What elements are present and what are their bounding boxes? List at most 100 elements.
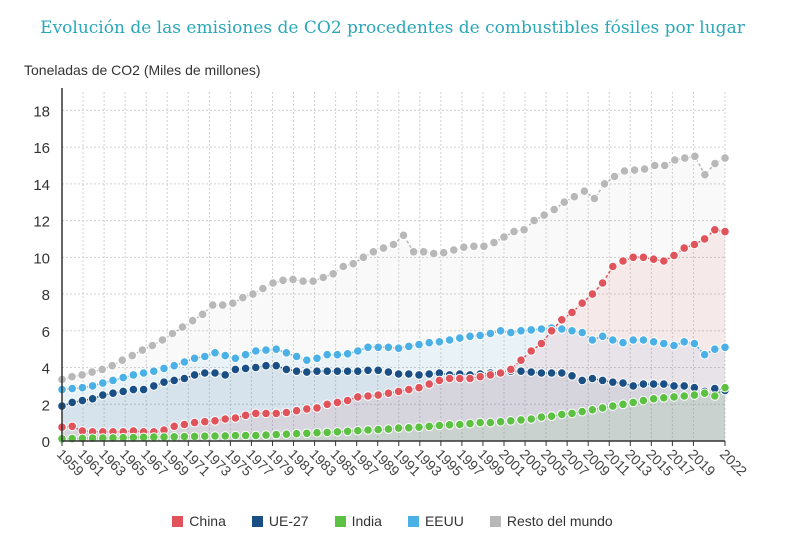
point-china [567,307,577,318]
point-eeuu [312,353,322,364]
point-eeuu [98,378,108,388]
point-china [720,226,730,237]
point-ue-27 [230,364,241,375]
point-china [373,390,384,400]
legend-item[interactable]: Resto del mundo [489,513,613,529]
point-india [108,433,118,443]
point-ue-27 [200,368,210,378]
point-eeuu [149,366,159,377]
point-ue-27 [546,368,557,378]
point-ue-27 [118,386,128,397]
point-china [536,338,547,349]
point-india [608,401,618,411]
point-eeuu [332,349,343,360]
point-india [485,417,496,428]
point-ue-27 [414,370,424,380]
point-eeuu [118,372,128,383]
point-india [128,432,139,443]
point-eeuu [393,343,404,354]
point-ue-27 [404,369,414,379]
y-axis-label: Toneladas de CO2 (Miles de millones) [24,62,261,78]
point-india [118,432,128,443]
legend-swatch [172,515,184,527]
point-china [414,382,424,393]
legend-swatch [251,515,263,527]
point-resto-del-mundo [207,300,218,310]
point-eeuu [455,333,465,343]
point-china [648,254,659,265]
point-india [526,414,537,424]
point-resto-del-mundo [619,166,630,176]
point-china [628,252,639,263]
point-eeuu [597,331,608,342]
point-resto-del-mundo [258,283,268,294]
legend-item[interactable]: UE-27 [251,513,309,529]
point-india [210,431,220,441]
point-ue-27 [210,368,220,378]
point-resto-del-mundo [649,160,660,171]
point-india [455,419,465,430]
legend-item[interactable]: India [334,513,382,529]
point-india [271,429,282,440]
point-eeuu [475,330,486,341]
point-china [587,289,598,299]
legend-item[interactable]: EEUU [407,513,464,529]
area-china [62,229,725,441]
point-eeuu [699,349,710,360]
point-china [179,419,190,430]
point-resto-del-mundo [157,335,168,345]
point-eeuu [648,337,659,347]
point-eeuu [424,337,435,348]
legend-label: China [189,513,226,529]
point-ue-27 [628,381,639,391]
point-india [373,424,384,435]
axis-layer: 0246810121416181959196119631965196719691… [33,88,750,479]
point-china [659,256,669,266]
point-resto-del-mundo [338,261,349,272]
point-india [648,394,659,404]
point-india [383,424,394,434]
point-china [669,250,679,261]
point-eeuu [291,351,302,362]
point-china [465,373,475,384]
point-eeuu [271,344,282,355]
point-resto-del-mundo [529,215,539,226]
point-resto-del-mundo [710,158,720,169]
y-tick-label: 2 [42,397,50,414]
point-ue-27 [302,367,312,377]
point-china [516,355,526,366]
point-eeuu [281,348,292,358]
point-india [699,388,710,399]
point-eeuu [128,370,139,380]
legend-label: Resto del mundo [506,513,613,529]
point-resto-del-mundo [700,169,710,180]
point-india [332,427,343,437]
point-china [679,243,690,253]
point-china [322,399,333,410]
point-india [495,416,506,427]
point-resto-del-mundo [629,165,640,175]
point-resto-del-mundo [288,274,298,285]
point-resto-del-mundo [720,153,730,163]
point-india [628,397,639,408]
point-resto-del-mundo [428,248,439,259]
point-ue-27 [138,384,149,395]
point-ue-27 [608,377,618,388]
point-ue-27 [108,388,118,399]
point-resto-del-mundo [127,350,138,361]
point-resto-del-mundo [248,289,258,299]
point-resto-del-mundo [589,193,600,204]
point-resto-del-mundo [609,171,620,182]
point-eeuu [189,353,200,364]
legend-item[interactable]: China [172,513,226,529]
point-eeuu [322,349,333,360]
point-ue-27 [240,363,251,374]
point-ue-27 [179,373,190,384]
point-resto-del-mundo [107,360,117,371]
point-india [659,393,669,403]
point-india [597,403,608,413]
point-china [689,239,700,250]
point-resto-del-mundo [67,371,77,382]
legend-label: EEUU [424,513,464,529]
